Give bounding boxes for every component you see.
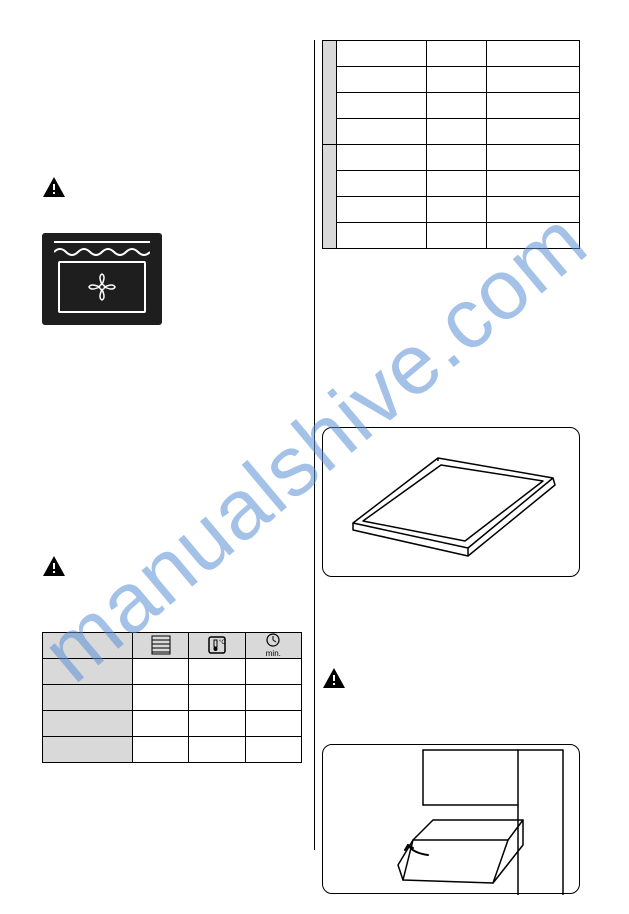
storage-drawer-drawing	[323, 745, 581, 895]
table-row	[322, 223, 579, 249]
table-header-food	[43, 633, 133, 659]
warning-icon	[42, 176, 66, 198]
table-header-time: min.	[245, 633, 301, 659]
table-row	[322, 197, 579, 223]
right-column	[322, 40, 588, 894]
left-column: °C min.	[42, 40, 308, 894]
table-header-temp: °C	[189, 633, 245, 659]
warning-icon	[42, 555, 66, 577]
oven-fan-illustration	[42, 233, 162, 325]
table-row	[43, 737, 302, 763]
baking-tray-figure	[322, 427, 580, 577]
table-row	[43, 711, 302, 737]
time-label: min.	[246, 649, 301, 658]
table-header-shelf	[133, 633, 189, 659]
shelf-icon	[150, 635, 172, 655]
baking-tray-drawing	[323, 428, 581, 578]
temp-icon: °C	[206, 635, 228, 655]
page-content: °C min.	[0, 0, 629, 914]
table-row	[322, 119, 579, 145]
clock-icon	[264, 633, 282, 647]
svg-text:°C: °C	[219, 640, 226, 646]
table-row	[322, 41, 579, 67]
storage-drawer-figure	[322, 744, 580, 894]
table-row	[43, 685, 302, 711]
table-row	[322, 93, 579, 119]
fan-icon	[85, 270, 119, 304]
table-row	[322, 145, 579, 171]
table-row	[322, 67, 579, 93]
table-row	[322, 171, 579, 197]
table-row	[43, 659, 302, 685]
cooking-table-2	[322, 40, 580, 249]
warning-icon	[322, 667, 346, 689]
cooking-table-1: °C min.	[42, 632, 302, 763]
